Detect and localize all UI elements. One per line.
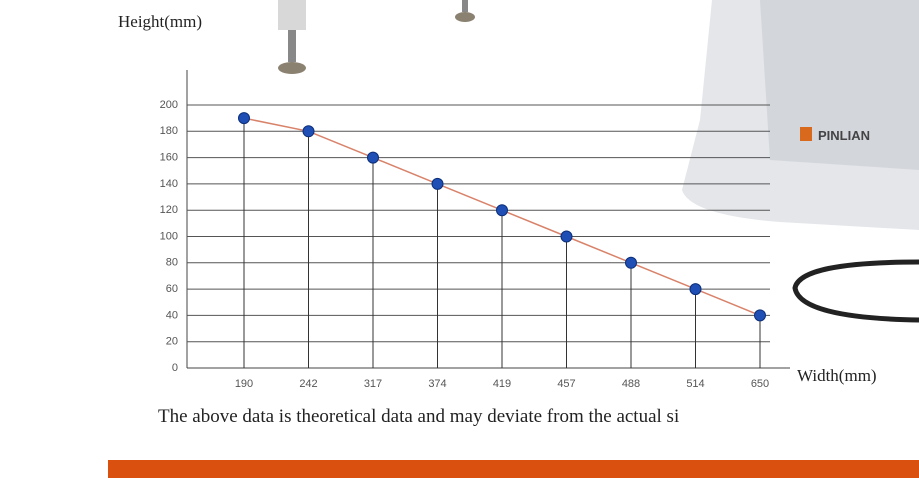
y-tick-label: 120 bbox=[160, 204, 178, 216]
plot: 0 20 40 60 80 100 120 140 160 180 200 190 242 317 374 4… bbox=[160, 99, 770, 390]
photo-rod bbox=[462, 0, 468, 12]
y-tick-label: 20 bbox=[166, 336, 178, 348]
point bbox=[560, 230, 573, 243]
y-tick-label: 180 bbox=[160, 125, 178, 137]
y-tick-label: 200 bbox=[160, 99, 178, 111]
point bbox=[367, 151, 379, 164]
caption: The above data is theoretical data and m… bbox=[158, 406, 679, 427]
y-tick-label: 0 bbox=[172, 362, 178, 374]
photo-machine bbox=[760, 0, 919, 170]
x-tick-label: 488 bbox=[622, 378, 640, 390]
y-tick-label: 160 bbox=[160, 152, 178, 164]
x-axis-label: Width(mm) bbox=[797, 366, 877, 385]
x-tick-label: 419 bbox=[493, 378, 511, 390]
x-tick-label: 242 bbox=[299, 378, 317, 390]
point bbox=[625, 256, 637, 269]
y-tick-label: 100 bbox=[160, 230, 178, 242]
photo-rod bbox=[278, 0, 306, 30]
footer-bar bbox=[108, 460, 919, 478]
photo-belt bbox=[792, 259, 919, 323]
y-tick-label: 40 bbox=[166, 309, 178, 321]
x-tick-label: 457 bbox=[557, 378, 575, 390]
y-tick-label: 140 bbox=[160, 178, 178, 190]
point bbox=[431, 177, 444, 190]
brand: PINLIAN bbox=[818, 128, 870, 143]
y-tick-label: 80 bbox=[166, 257, 178, 269]
y-tick-label: 60 bbox=[166, 283, 178, 295]
x-tick-label: 650 bbox=[751, 378, 769, 390]
photo-foot bbox=[278, 62, 306, 74]
x-tick-label: 374 bbox=[428, 378, 446, 390]
photo-foot bbox=[455, 12, 475, 22]
x-tick-label: 317 bbox=[364, 378, 382, 390]
brand-logo bbox=[800, 127, 812, 141]
point bbox=[754, 309, 766, 322]
photo-rod bbox=[288, 30, 296, 62]
point bbox=[496, 204, 508, 217]
point bbox=[238, 112, 250, 125]
point bbox=[302, 125, 315, 138]
point bbox=[689, 283, 702, 296]
x-tick-label: 514 bbox=[686, 378, 704, 390]
x-tick-label: 190 bbox=[235, 378, 253, 390]
y-axis-label: Height(mm) bbox=[118, 12, 202, 31]
